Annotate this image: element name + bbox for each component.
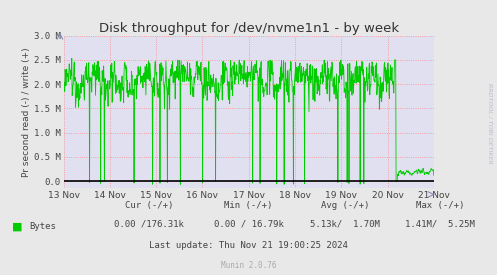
Text: Max (-/+): Max (-/+): [415, 201, 464, 210]
Text: Bytes: Bytes: [29, 222, 56, 231]
Text: 0.00 /176.31k: 0.00 /176.31k: [114, 220, 184, 229]
Text: 5.13k/  1.70M: 5.13k/ 1.70M: [311, 220, 380, 229]
Text: ■: ■: [12, 222, 23, 232]
Text: RRDTOOL / TOBI OETIKER: RRDTOOL / TOBI OETIKER: [487, 83, 492, 164]
Text: 0.00 / 16.79k: 0.00 / 16.79k: [214, 220, 283, 229]
Text: Munin 2.0.76: Munin 2.0.76: [221, 261, 276, 270]
Text: Avg (-/+): Avg (-/+): [321, 201, 370, 210]
Text: Last update: Thu Nov 21 19:00:25 2024: Last update: Thu Nov 21 19:00:25 2024: [149, 241, 348, 249]
Y-axis label: Pr second read (-) / write (+): Pr second read (-) / write (+): [22, 47, 31, 177]
Title: Disk throughput for /dev/nvme1n1 - by week: Disk throughput for /dev/nvme1n1 - by we…: [99, 21, 399, 35]
Text: Min (-/+): Min (-/+): [224, 201, 273, 210]
Text: 1.41M/  5.25M: 1.41M/ 5.25M: [405, 220, 475, 229]
Text: Cur (-/+): Cur (-/+): [125, 201, 173, 210]
